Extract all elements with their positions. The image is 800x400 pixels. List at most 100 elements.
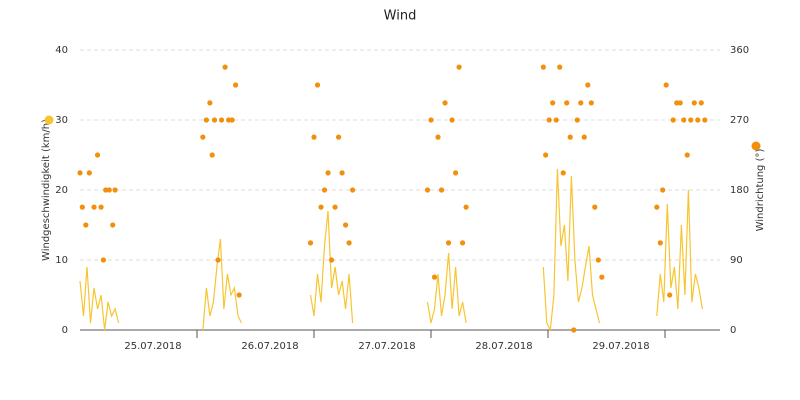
direction-point [681,117,687,123]
direction-point [233,82,239,88]
x-tick-label: 28.07.2018 [475,341,532,352]
direction-point [550,100,556,106]
direction-point [657,240,663,246]
direction-point [698,100,704,106]
legend-symbol [751,141,761,151]
direction-point [564,100,570,106]
direction-point [86,170,92,176]
direction-point [595,257,601,263]
direction-point [222,64,228,70]
direction-point [438,187,445,193]
speed-line [79,168,703,333]
direction-point [588,100,594,106]
direction-point [456,64,462,70]
y-axis-title: Windgeschwindigkeit (km/h) [41,119,52,261]
y2-tick-label: 0 [730,325,736,336]
direction-point [215,257,221,263]
direction-point [91,204,97,210]
direction-point [332,204,338,210]
direction-point [695,117,701,123]
direction-point [311,134,317,140]
direction-point [578,100,584,106]
direction-point [100,257,107,263]
direction-point [218,117,225,123]
direction-point [428,117,434,123]
direction-point [339,170,345,176]
direction-point [328,257,335,263]
direction-point [211,117,218,123]
y-tick-label: 20 [55,185,68,196]
direction-point [560,170,566,176]
direction-point [106,187,112,193]
direction-point [592,204,598,210]
direction-point [209,152,215,158]
x-tick-label: 25.07.2018 [124,341,181,352]
direction-point [571,327,577,333]
direction-point [342,222,349,228]
direction-point [452,170,459,176]
y-tick-label: 30 [55,115,68,126]
direction-point [200,134,206,140]
direction-point [585,82,591,88]
direction-point [307,240,314,246]
y2-tick-label: 90 [730,255,743,266]
direction-point [346,240,352,246]
direction-point [203,117,209,123]
x-tick-label: 26.07.2018 [241,341,298,352]
direction-point [581,134,587,140]
direction-point [83,222,89,228]
direction-point [112,187,118,193]
direction-point [98,204,104,210]
direction-point [350,187,356,193]
direction-point [314,82,321,88]
direction-point [321,187,328,193]
direction-point [691,100,697,106]
direction-point [660,187,666,193]
direction-point [79,204,85,210]
direction-point [702,117,708,123]
direction-point [449,117,455,123]
direction-point [599,274,605,280]
direction-point [663,82,669,88]
direction-point [543,152,549,158]
direction-point [667,292,673,298]
y-tick-label: 10 [55,255,68,266]
y-tick-label: 40 [55,45,68,56]
direction-point [574,117,580,123]
y-tick-label: 0 [62,325,68,336]
y2-tick-label: 180 [730,185,749,196]
direction-point [557,64,563,70]
x-tick-label: 29.07.2018 [592,341,649,352]
direction-point [442,100,448,106]
direction-point [553,117,559,123]
direction-point [684,152,690,158]
direction-point [77,170,83,176]
chart-title: Wind [384,9,417,24]
legend-symbol [44,115,54,125]
direction-point [677,100,683,106]
direction-point [431,274,438,280]
y2-axis-title: Windrichtung (°) [755,149,766,232]
direction-point [463,204,469,210]
direction-point [325,170,331,176]
direction-point [110,222,116,228]
direction-point [424,187,431,193]
direction-point [207,100,213,106]
y2-tick-label: 360 [730,45,749,56]
direction-point [670,117,676,123]
x-tick-label: 27.07.2018 [358,341,415,352]
direction-point [94,152,101,158]
direction-point [567,134,573,140]
direction-point [654,204,660,210]
y2-tick-label: 270 [730,115,749,126]
direction-point [540,64,546,70]
direction-point [236,292,242,298]
direction-point [435,134,441,140]
direction-point [546,117,552,123]
direction-point [445,240,452,246]
direction-point [318,204,324,210]
direction-point [229,117,235,123]
direction-point [459,240,466,246]
direction-point [688,117,694,123]
